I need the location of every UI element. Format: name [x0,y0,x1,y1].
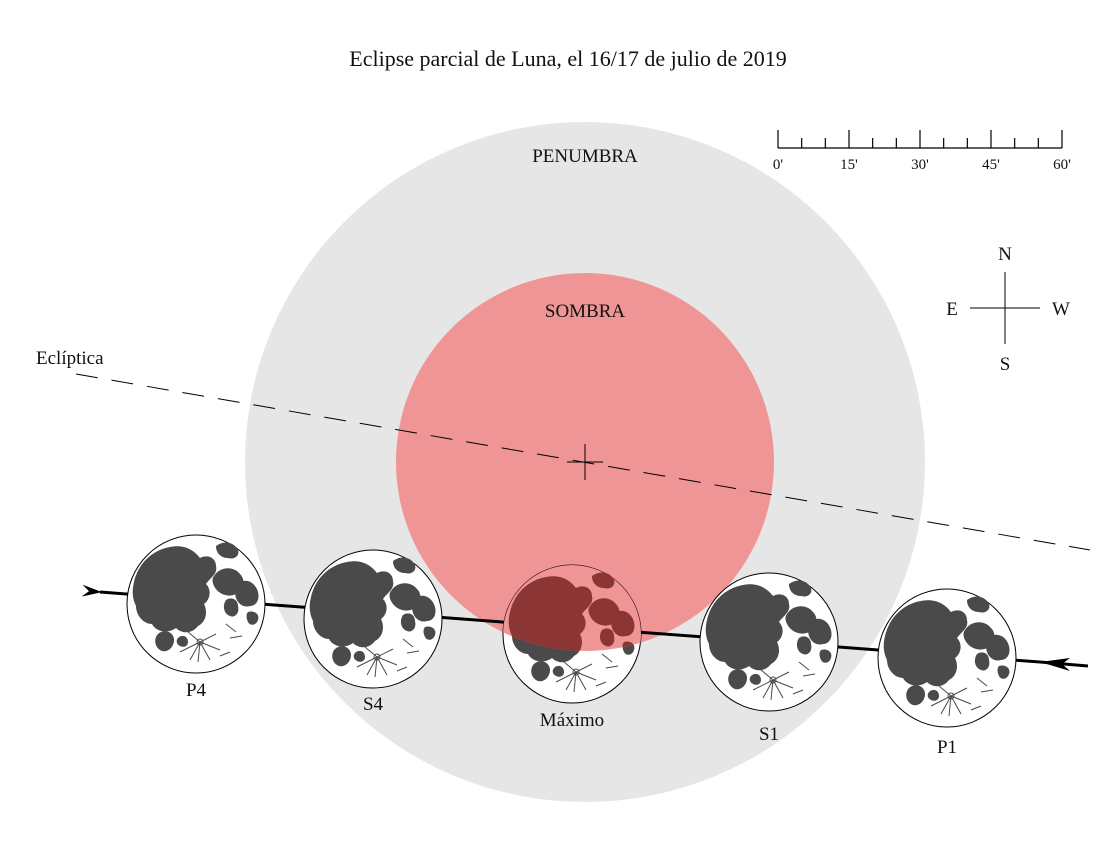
moon-label-p1: P1 [937,737,957,758]
moon-label-s4: S4 [363,694,384,715]
moon-label-p4: P4 [186,680,207,701]
scale-tick-label: 30' [911,157,929,173]
scale-tick-label: 0' [773,157,784,173]
moon-p1: P1 [877,588,1017,758]
ecliptic-label: Eclíptica [36,348,104,369]
moon-p4: P4 [126,534,266,701]
umbra-label: SOMBRA [545,301,626,322]
moon-label-maximo: Máximo [540,710,604,731]
scale-tick-label: 15' [840,157,858,173]
compass-south: S [1000,354,1011,375]
scale-bar [777,130,1063,149]
scale-labels: 0' 15' 30' 45' 60' [773,157,1071,173]
compass-east: E [946,299,958,320]
compass-north: N [998,244,1012,265]
arrow-left-icon [1040,658,1070,671]
scale-tick-label: 60' [1053,157,1071,173]
compass-west: W [1052,299,1070,320]
diagram-title: Eclipse parcial de Luna, el 16/17 de jul… [349,46,786,71]
scale-tick-label: 45' [982,157,1000,173]
moon-s1: S1 [699,572,839,745]
moon-maximo: Máximo [502,564,642,731]
moon-positions: P4 S4 Máximo S1 P1 [126,534,1017,758]
eclipsed-portion [503,565,641,651]
crosshair-icon [567,444,603,480]
compass-rose: N S E W [946,244,1070,375]
penumbra-label: PENUMBRA [532,146,638,167]
moon-s4: S4 [303,549,443,715]
moon-label-s1: S1 [759,724,779,745]
